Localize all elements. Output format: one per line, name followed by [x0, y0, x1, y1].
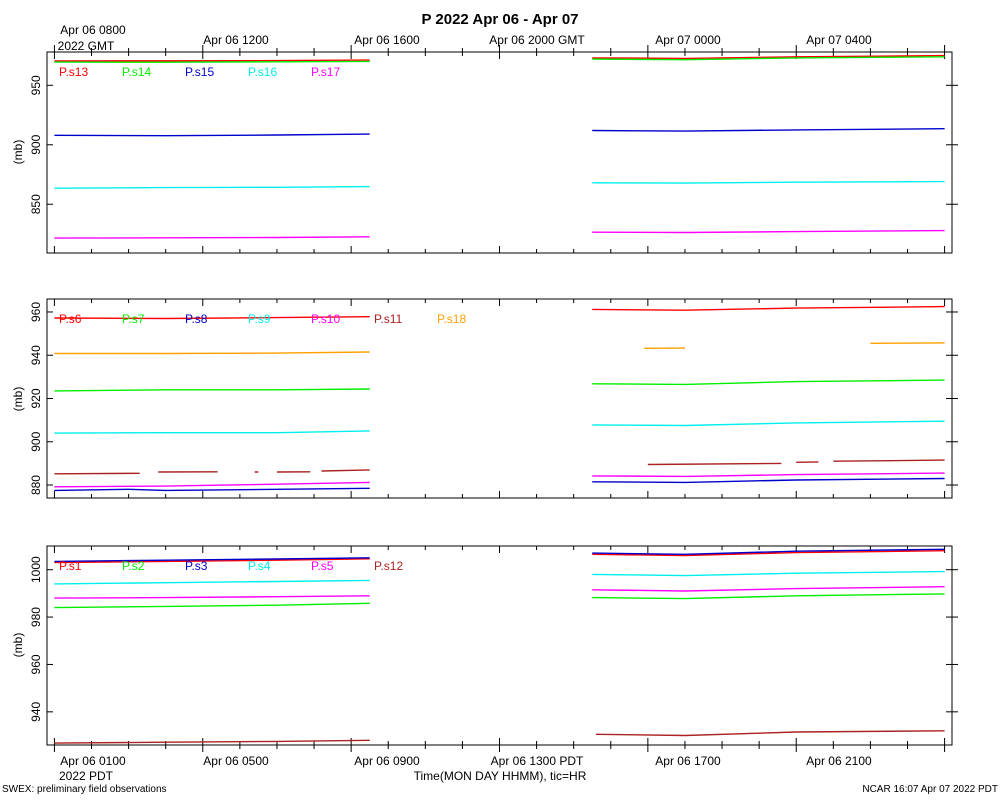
series-line-P.s15 [54, 128, 945, 137]
bottom-time-label: Apr 06 0100 [60, 754, 126, 768]
y-tick-label: 920 [29, 388, 43, 408]
y-tick-label: 960 [29, 302, 43, 322]
series-line-P.s10 [54, 472, 945, 488]
y-tick-label: 940 [29, 345, 43, 365]
chart-title: P 2022 Apr 06 - Apr 07 [421, 11, 578, 28]
top-time-label: Apr 06 0800 [60, 23, 126, 37]
y-tick-label: 960 [29, 654, 43, 674]
legend-item-P.s17: P.s17 [311, 65, 340, 79]
legend-item-P.s10: P.s10 [311, 312, 340, 326]
legend-item-P.s14: P.s14 [122, 65, 151, 79]
legend-item-P.s18: P.s18 [437, 312, 466, 326]
series-line-P.s7 [54, 379, 945, 392]
bottom-time-label: Apr 06 0900 [354, 754, 420, 768]
series-line-P.s5 [54, 586, 945, 599]
legend-item-P.s12: P.s12 [374, 559, 403, 573]
legend-item-P.s9: P.s9 [248, 312, 271, 326]
legend-item-P.s16: P.s16 [248, 65, 277, 79]
bottom-time-label: Apr 06 2100 [806, 754, 872, 768]
y-tick-label: 900 [29, 431, 43, 451]
top-time-label: Apr 06 1200 [203, 33, 269, 47]
x-axis-label: Time(MON DAY HHMM), tic=HR [414, 769, 587, 783]
series-line-P.s3 [54, 548, 945, 563]
legend-item-P.s15: P.s15 [185, 65, 214, 79]
series-line-P.s9 [54, 420, 945, 434]
bottom-time-label: Apr 06 1300 PDT [491, 754, 584, 768]
bottom-time-label: Apr 06 0500 [203, 754, 269, 768]
legend-item-P.s3: P.s3 [185, 559, 208, 573]
series-line-P.s8 [54, 477, 945, 492]
series-line-P.s12 [54, 730, 945, 744]
legend-item-P.s5: P.s5 [311, 559, 334, 573]
y-axis-label: (mb) [11, 633, 25, 658]
top-time-label: Apr 07 0400 [806, 33, 872, 47]
footer-timestamp: NCAR 16:07 Apr 07 2022 PDT [862, 784, 998, 795]
bottom-time-sublabel: 2022 PDT [59, 769, 114, 783]
series-line-P.s17 [54, 229, 945, 239]
legend-item-P.s11: P.s11 [374, 312, 403, 326]
y-tick-label: 880 [29, 475, 43, 495]
legend-item-P.s2: P.s2 [122, 559, 145, 573]
top-time-sublabel: 2022 GMT [58, 39, 115, 53]
y-axis-label: (mb) [11, 387, 25, 412]
legend-item-P.s4: P.s4 [248, 559, 271, 573]
series-line-P.s13 [54, 54, 945, 62]
panel-frame [46, 545, 953, 746]
series-line-P.s18 [54, 342, 945, 355]
y-tick-label: 980 [29, 607, 43, 627]
top-time-label: Apr 06 2000 GMT [489, 33, 585, 47]
series-line-P.s14 [54, 56, 945, 63]
y-tick-label: 940 [29, 702, 43, 722]
legend-item-P.s8: P.s8 [185, 312, 208, 326]
legend-item-P.s7: P.s7 [122, 312, 145, 326]
legend-item-P.s1: P.s1 [59, 559, 82, 573]
series-line-P.s11 [54, 459, 945, 475]
footer-left-note: SWEX: preliminary field observations [2, 784, 167, 795]
y-tick-label: 900 [29, 134, 43, 154]
top-time-label: Apr 07 0000 [655, 33, 721, 47]
bottom-time-label: Apr 06 1700 [655, 754, 721, 768]
panel-frame [46, 51, 953, 254]
series-line-P.s16 [54, 180, 945, 189]
series-line-P.s6 [54, 305, 945, 320]
legend-item-P.s6: P.s6 [59, 312, 82, 326]
upper-panel: 850 900 950 P.s13 P.s14 P.s15 P.s16 P.s17 [29, 45, 958, 254]
panel-frame [46, 298, 953, 499]
middle-panel: 880 900 920 940 960 P.s6 P.s7 P.s8 P.s9 P.s10 P.s1… [29, 298, 958, 499]
y-tick-label: 850 [29, 194, 43, 214]
y-tick-label: 950 [29, 75, 43, 95]
series-line-P.s1 [54, 550, 945, 564]
top-time-label: Apr 06 1600 [354, 33, 420, 47]
series-line-P.s2 [54, 593, 945, 609]
y-tick-label: 1000 [29, 556, 43, 583]
series-line-P.s4 [54, 570, 945, 585]
legend-item-P.s13: P.s13 [59, 65, 88, 79]
lower-panel: 940 960 980 1000 P.s1 P.s2 P.s3 P.s4 P.s5 P.s12 [29, 545, 958, 752]
y-axis-label: (mb) [11, 140, 25, 165]
